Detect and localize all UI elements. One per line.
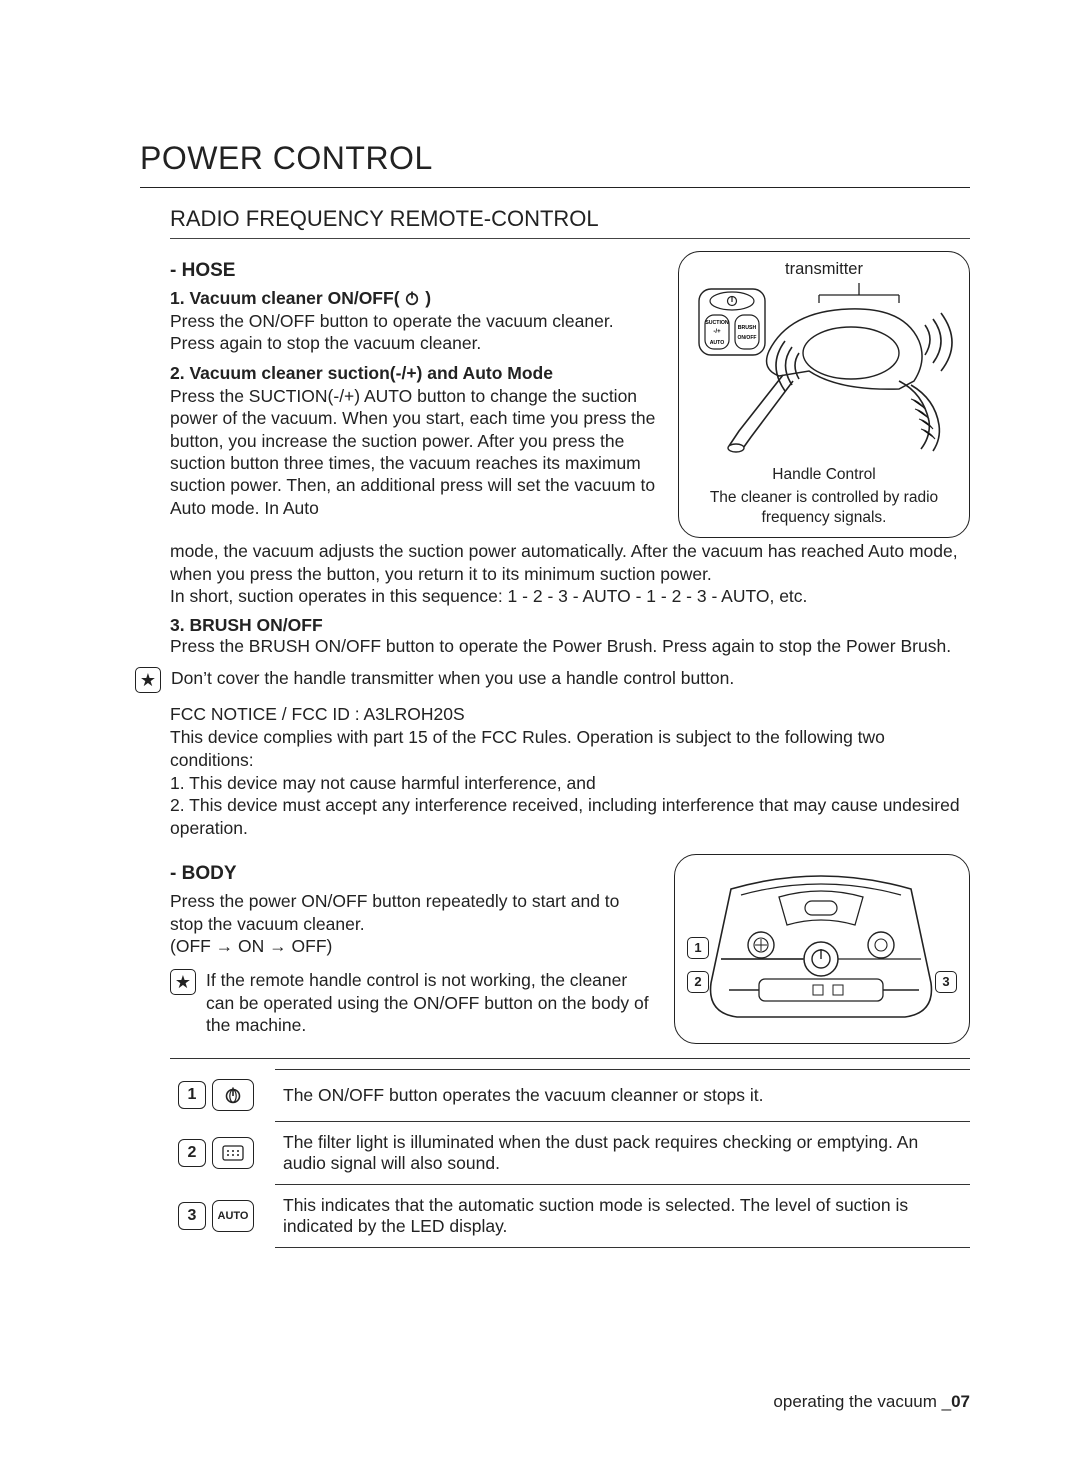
section-subtitle: RADIO FREQUENCY REMOTE-CONTROL bbox=[170, 206, 970, 232]
row2-number: 2 bbox=[178, 1139, 206, 1167]
page-title: POWER CONTROL bbox=[140, 140, 970, 177]
figure-body-callout-3: 3 bbox=[935, 971, 957, 993]
title-rule bbox=[140, 187, 970, 188]
fcc-cond-1: 1. This device may not cause harmful int… bbox=[170, 772, 970, 795]
figure-handle-caption2: The cleaner is controlled by radio frequ… bbox=[689, 488, 959, 527]
svg-text:AUTO: AUTO bbox=[710, 340, 725, 346]
row3-number: 3 bbox=[178, 1202, 206, 1230]
table-row: 3 AUTO This indicates that the automatic… bbox=[170, 1184, 970, 1247]
figure-body-callout-1: 1 bbox=[687, 937, 709, 959]
auto-indicator-icon: AUTO bbox=[212, 1200, 254, 1232]
body-label: - BODY bbox=[170, 862, 656, 886]
power-indicator-icon bbox=[212, 1079, 254, 1111]
body-illustration bbox=[683, 867, 959, 1031]
fcc-title: FCC NOTICE / FCC ID : A3LROH20S bbox=[170, 703, 970, 726]
hose-item3-head: 3. BRUSH ON/OFF bbox=[170, 615, 323, 635]
svg-text:SUCTION: SUCTION bbox=[705, 320, 729, 326]
hose-label: - HOSE bbox=[170, 259, 660, 283]
svg-text:-/+: -/+ bbox=[713, 329, 721, 335]
figure-handle: transmitter SUCTION -/+ AUTO BRUSH ON/OF… bbox=[678, 251, 970, 538]
hose-item2-continued: mode, the vacuum adjusts the suction pow… bbox=[170, 540, 970, 607]
hose-item1-body: Press the ON/OFF button to operate the v… bbox=[170, 311, 614, 353]
body-star-note: If the remote handle control is not work… bbox=[206, 969, 656, 1036]
subtitle-rule bbox=[170, 238, 970, 239]
page-footer: operating the vacuum _07 bbox=[773, 1392, 970, 1412]
hose-item1-head-tail: ) bbox=[420, 288, 431, 308]
figure-handle-top-label: transmitter bbox=[689, 260, 959, 279]
handle-illustration: SUCTION -/+ AUTO BRUSH ON/OFF bbox=[689, 281, 959, 461]
hose-item2-body: Press the SUCTION(-/+) AUTO button to ch… bbox=[170, 386, 655, 518]
hose-item1-head: 1. Vacuum cleaner ON/OFF( bbox=[170, 288, 404, 308]
hose-item2-head: 2. Vacuum cleaner suction(-/+) and Auto … bbox=[170, 363, 553, 383]
row2-desc: The filter light is illuminated when the… bbox=[275, 1121, 970, 1184]
indicator-table: 1 The ON/OFF button operates the vacuum … bbox=[170, 1069, 970, 1248]
row1-number: 1 bbox=[178, 1081, 206, 1109]
figure-body: 1 2 3 bbox=[674, 854, 970, 1044]
star-icon: ★ bbox=[135, 667, 161, 693]
figure-body-callout-2: 2 bbox=[687, 971, 709, 993]
svg-text:BRUSH: BRUSH bbox=[738, 325, 757, 331]
svg-text:ON/OFF: ON/OFF bbox=[738, 335, 757, 341]
table-row: 2 The filter light is illuminated when t… bbox=[170, 1121, 970, 1184]
filter-indicator-icon bbox=[212, 1137, 254, 1169]
fcc-cond-2: 2. This device must accept any interfere… bbox=[170, 794, 970, 840]
star-icon: ★ bbox=[170, 969, 196, 995]
power-icon bbox=[404, 290, 420, 306]
row1-desc: The ON/OFF button operates the vacuum cl… bbox=[275, 1069, 970, 1121]
table-row: 1 The ON/OFF button operates the vacuum … bbox=[170, 1069, 970, 1121]
figure-handle-caption1: Handle Control bbox=[689, 465, 959, 484]
hose-item3-body: Press the BRUSH ON/OFF button to operate… bbox=[170, 636, 951, 656]
table-top-rule bbox=[170, 1058, 970, 1059]
hose-star-note: Don’t cover the handle transmitter when … bbox=[171, 667, 970, 689]
row3-desc: This indicates that the automatic suctio… bbox=[275, 1184, 970, 1247]
fcc-intro: This device complies with part 15 of the… bbox=[170, 726, 970, 772]
body-para: Press the power ON/OFF button repeatedly… bbox=[170, 890, 656, 957]
